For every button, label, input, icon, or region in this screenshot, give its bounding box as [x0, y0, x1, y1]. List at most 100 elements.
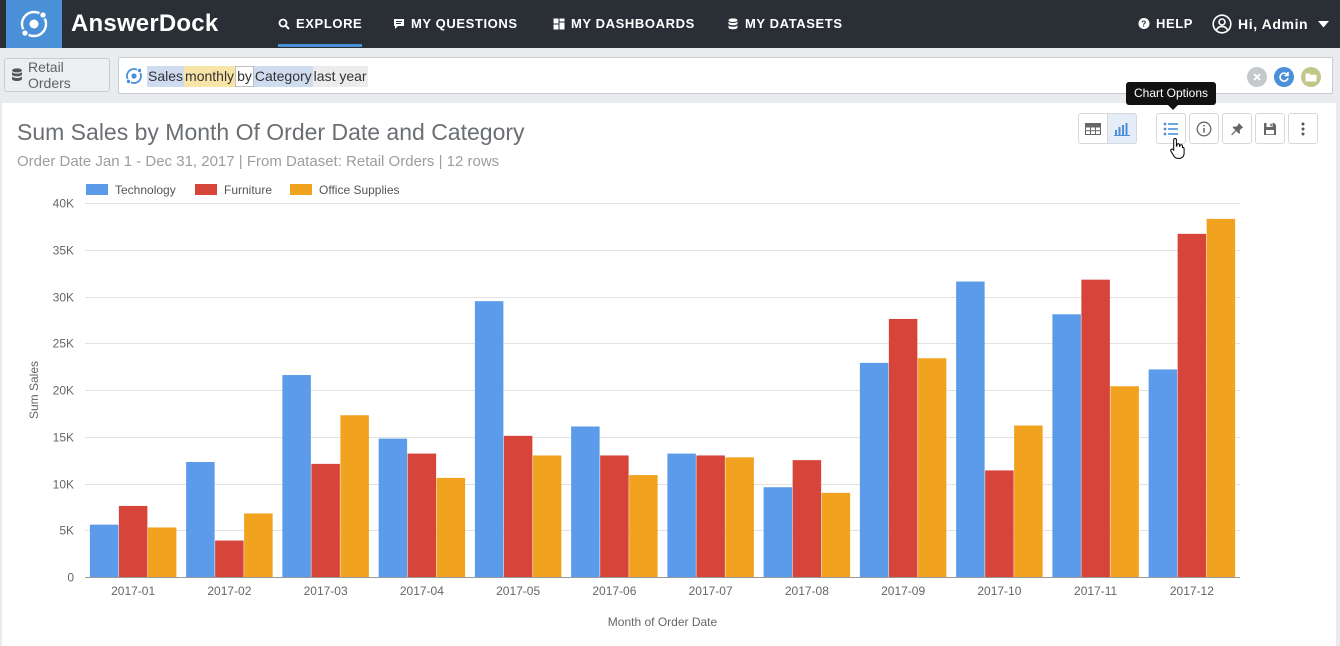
more-vertical-icon — [1301, 122, 1305, 136]
bar-office-supplies-2017-11 — [1110, 386, 1139, 577]
legend-swatch-technology — [86, 184, 108, 195]
pin-icon — [1230, 122, 1244, 136]
legend-swatch-office-supplies — [290, 184, 312, 195]
x-tick-label: 2017-12 — [1170, 584, 1214, 598]
x-tick-label: 2017-10 — [977, 584, 1021, 598]
y-tick-label: 0 — [67, 571, 74, 585]
chart-title: Sum Sales by Month Of Order Date and Cat… — [17, 119, 525, 145]
bar-office-supplies-2017-03 — [340, 415, 369, 577]
bar-furniture-2017-03 — [311, 463, 340, 577]
nav-my-questions[interactable]: MY QUESTIONS — [393, 16, 518, 31]
y-tick-label: 20K — [53, 384, 74, 398]
nav-my-datasets[interactable]: MY DATASETS — [727, 16, 843, 31]
svg-text:?: ? — [1141, 19, 1147, 29]
x-tick-label: 2017-08 — [785, 584, 829, 598]
search-row: Retail Orders Sales monthly by Category … — [0, 48, 1340, 103]
x-tick-label: 2017-04 — [400, 584, 444, 598]
y-tick-label: 40K — [53, 197, 74, 211]
bar-office-supplies-2017-06 — [629, 475, 658, 577]
bar-technology-2017-07 — [667, 453, 696, 577]
dataset-selector-button[interactable]: Retail Orders — [4, 58, 110, 92]
token-monthly[interactable]: monthly — [184, 66, 236, 87]
nav-explore[interactable]: EXPLORE — [278, 16, 363, 47]
bar-furniture-2017-07 — [696, 455, 725, 577]
bar-office-supplies-2017-05 — [532, 455, 562, 577]
bar-office-supplies-2017-10 — [1014, 425, 1043, 577]
y-tick-label: 25K — [53, 337, 74, 351]
chat-icon — [393, 18, 405, 30]
x-axis-title: Month of Order Date — [608, 615, 718, 629]
nav-my-datasets-label: MY DATASETS — [745, 16, 843, 31]
bar-technology-2017-01 — [89, 524, 119, 577]
help-link[interactable]: ? HELP — [1138, 16, 1193, 31]
nav-explore-label: EXPLORE — [296, 16, 363, 31]
table-view-button[interactable] — [1078, 113, 1108, 144]
legend-label: Furniture — [224, 183, 272, 197]
chart-view-button[interactable] — [1107, 113, 1137, 144]
list-settings-icon — [1163, 122, 1179, 136]
y-axis-title: Sum Sales — [27, 361, 41, 419]
chart-subtitle: Order Date Jan 1 - Dec 31, 2017 | From D… — [17, 153, 500, 170]
logo-icon[interactable] — [6, 0, 62, 48]
info-icon — [1196, 121, 1212, 137]
bar-furniture-2017-01 — [118, 505, 148, 577]
bar-furniture-2017-11 — [1081, 279, 1110, 577]
bar-furniture-2017-02 — [215, 540, 244, 577]
bar-technology-2017-03 — [282, 375, 311, 577]
result-panel: Sum Sales by Month Of Order Date and Cat… — [2, 82, 1336, 646]
bar-office-supplies-2017-01 — [147, 527, 177, 577]
token-by[interactable]: by — [235, 66, 254, 87]
clear-icon[interactable] — [1247, 67, 1267, 87]
more-options-button[interactable] — [1288, 113, 1318, 144]
question-circle-icon: ? — [1138, 17, 1150, 30]
dataset-label: Retail Orders — [28, 59, 71, 91]
bar-technology-2017-09 — [859, 362, 889, 577]
chart-options-button[interactable] — [1156, 113, 1186, 144]
x-tick-label: 2017-05 — [496, 584, 540, 598]
dashboard-icon — [553, 18, 565, 30]
chevron-down-icon — [1318, 20, 1330, 28]
user-greeting: Hi, Admin — [1238, 16, 1309, 32]
search-tokens: Sales monthly by Category last year — [147, 66, 368, 87]
bar-furniture-2017-10 — [985, 470, 1014, 577]
folder-icon[interactable] — [1301, 67, 1321, 87]
save-icon — [1263, 122, 1277, 136]
bar-technology-2017-08 — [763, 487, 793, 577]
y-tick-label: 30K — [53, 291, 74, 305]
bar-furniture-2017-06 — [600, 455, 629, 577]
token-sales[interactable]: Sales — [147, 66, 185, 87]
bar-technology-2017-10 — [956, 281, 985, 577]
bar-technology-2017-02 — [186, 462, 215, 577]
pin-button[interactable] — [1222, 113, 1252, 144]
token-category[interactable]: Category — [253, 66, 313, 87]
nav-my-dashboards[interactable]: MY DASHBOARDS — [553, 16, 695, 31]
chart-options-tooltip: Chart Options — [1126, 82, 1217, 110]
bar-technology-2017-11 — [1052, 314, 1081, 577]
bar-office-supplies-2017-02 — [244, 513, 273, 577]
table-icon — [1085, 122, 1101, 135]
y-tick-label: 15K — [53, 431, 74, 445]
y-tick-label: 10K — [53, 478, 74, 492]
bar-chart: 0 5K 10K 15K 20K 25K 30K 35K 40K 2017-01 2017-02 20… — [27, 183, 1240, 629]
x-tick-label: 2017-01 — [111, 584, 155, 598]
bar-furniture-2017-08 — [792, 460, 822, 578]
legend-label: Office Supplies — [319, 183, 400, 197]
bar-office-supplies-2017-09 — [917, 358, 947, 577]
bar-office-supplies-2017-07 — [725, 457, 754, 577]
bar-office-supplies-2017-04 — [436, 477, 466, 577]
token-last-year[interactable]: last year — [312, 66, 368, 87]
x-tick-label: 2017-03 — [304, 584, 348, 598]
bar-furniture-2017-09 — [888, 318, 918, 577]
save-button[interactable] — [1255, 113, 1285, 144]
top-navbar: AnswerDock EXPLORE MY QUESTIONS MY DASHB… — [0, 0, 1340, 48]
bar-technology-2017-06 — [571, 426, 600, 577]
search-input[interactable]: Sales monthly by Category last year — [118, 57, 1333, 94]
user-menu[interactable]: Hi, Admin — [1212, 14, 1330, 34]
brand-name[interactable]: AnswerDock — [71, 10, 219, 37]
legend-swatch-furniture — [195, 184, 217, 195]
refresh-icon[interactable] — [1274, 67, 1294, 87]
user-avatar-icon — [1212, 14, 1232, 34]
info-button[interactable] — [1189, 113, 1219, 144]
answerdock-search-icon — [124, 66, 144, 91]
bar-furniture-2017-04 — [407, 453, 437, 577]
